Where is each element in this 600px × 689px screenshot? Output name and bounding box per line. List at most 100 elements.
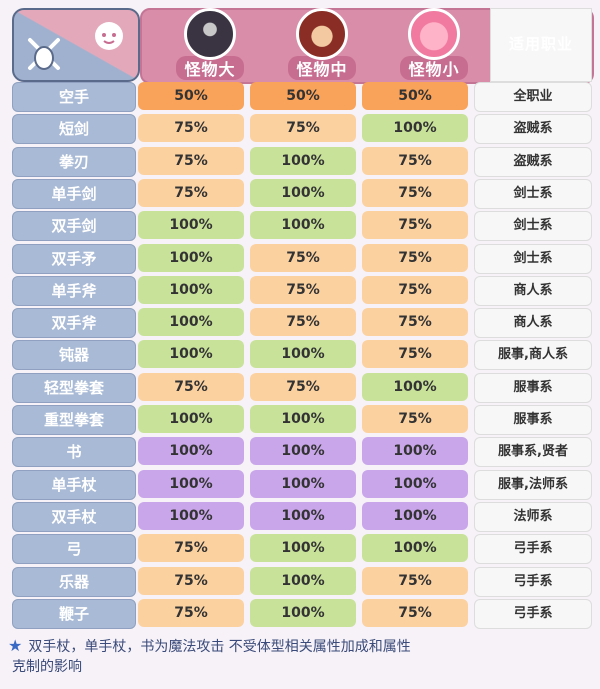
damage-cell: 75%	[362, 340, 468, 369]
weapon-name: 单手杖	[12, 469, 136, 500]
star-icon: ★	[8, 636, 23, 655]
header-label-mid: 怪物中	[288, 56, 356, 80]
footnote-line2: 克制的影响	[12, 659, 82, 675]
header-corner	[12, 8, 140, 82]
job-cell: 盗贼系	[474, 146, 592, 177]
weapon-name: 轻型拳套	[12, 372, 136, 403]
table-row: 双手杖 100% 100% 100% 法师系	[10, 501, 592, 532]
damage-cell: 75%	[138, 178, 244, 207]
damage-cell: 100%	[138, 437, 244, 466]
damage-cell: 75%	[250, 372, 356, 401]
table-row: 单手剑 75% 100% 75% 剑士系	[10, 178, 592, 209]
damage-cell: 75%	[362, 308, 468, 337]
damage-cell: 100%	[362, 372, 468, 401]
footnote-line1: 双手杖，单手杖，书为魔法攻击 不受体型相关属性加成和属性	[28, 639, 411, 655]
damage-cell: 50%	[138, 82, 244, 110]
weapon-name: 重型拳套	[12, 405, 136, 435]
weapon-name: 短剑	[12, 114, 136, 145]
table-row: 鞭子 75% 100% 75% 弓手系	[10, 598, 592, 629]
weapon-name: 乐器	[12, 566, 136, 597]
damage-cell: 100%	[138, 243, 244, 272]
damage-cell: 100%	[362, 534, 468, 563]
job-cell: 全职业	[474, 82, 592, 112]
header-mid: 怪物中	[270, 8, 374, 84]
damage-cell: 100%	[138, 469, 244, 498]
job-cell: 剑士系	[474, 178, 592, 209]
job-cell: 服事,法师系	[474, 469, 592, 500]
table-row: 拳刃 75% 100% 75% 盗贼系	[10, 146, 592, 177]
damage-cell: 100%	[362, 437, 468, 466]
weapon-name: 书	[12, 437, 136, 468]
damage-cell: 75%	[362, 598, 468, 627]
table-row: 轻型拳套 75% 75% 100% 服事系	[10, 372, 592, 403]
table-row: 双手矛 100% 75% 75% 剑士系	[10, 243, 592, 274]
damage-cell: 100%	[362, 501, 468, 530]
table-row: 书 100% 100% 100% 服事系,贤者	[10, 437, 592, 468]
damage-cell: 50%	[362, 82, 468, 110]
job-cell: 弓手系	[474, 534, 592, 565]
job-cell: 弓手系	[474, 566, 592, 597]
table-row: 短剑 75% 75% 100% 盗贼系	[10, 114, 592, 145]
damage-cell: 100%	[138, 308, 244, 337]
table-row: 钝器 100% 100% 75% 服事,商人系	[10, 340, 592, 371]
damage-cell: 100%	[362, 114, 468, 143]
damage-cell: 75%	[138, 566, 244, 595]
job-cell: 服事系	[474, 405, 592, 435]
table-row: 弓 75% 100% 100% 弓手系	[10, 534, 592, 565]
damage-cell: 75%	[138, 372, 244, 401]
weapon-name: 双手剑	[12, 211, 136, 242]
damage-cell: 100%	[250, 211, 356, 240]
damage-cell: 75%	[362, 211, 468, 240]
table-header: 怪物大 怪物中 怪物小 适用职业	[8, 8, 594, 84]
damage-cell: 100%	[250, 178, 356, 207]
damage-cell: 100%	[250, 469, 356, 498]
damage-cell: 75%	[362, 146, 468, 175]
table-row: 单手杖 100% 100% 100% 服事,法师系	[10, 469, 592, 500]
damage-cell: 100%	[250, 598, 356, 627]
footnote: ★ 双手杖，单手杖，书为魔法攻击 不受体型相关属性加成和属性 克制的影响	[8, 636, 592, 677]
job-cell: 剑士系	[474, 243, 592, 274]
damage-cell: 100%	[250, 501, 356, 530]
header-job: 适用职业	[490, 8, 592, 82]
job-cell: 弓手系	[474, 598, 592, 629]
weapon-name: 双手斧	[12, 308, 136, 339]
header-big: 怪物大	[158, 8, 262, 84]
damage-cell: 100%	[138, 211, 244, 240]
monster-small-avatar	[408, 8, 460, 60]
damage-cell: 100%	[138, 501, 244, 530]
job-cell: 剑士系	[474, 211, 592, 242]
damage-cell: 100%	[250, 340, 356, 369]
smile-face-icon	[95, 22, 123, 50]
weapon-name: 钝器	[12, 340, 136, 371]
damage-cell: 75%	[138, 534, 244, 563]
damage-cell: 75%	[362, 275, 468, 304]
sword-shield-icon	[28, 38, 60, 70]
damage-cell: 100%	[138, 405, 244, 433]
table-row: 乐器 75% 100% 75% 弓手系	[10, 566, 592, 597]
monster-mid-avatar	[296, 8, 348, 60]
weapon-name: 双手杖	[12, 501, 136, 532]
table-row: 重型拳套 100% 100% 75% 服事系	[10, 405, 592, 435]
table-row: 空手 50% 50% 50% 全职业	[10, 82, 592, 112]
table-row: 单手斧 100% 75% 75% 商人系	[10, 275, 592, 306]
damage-cell: 75%	[250, 243, 356, 272]
damage-cell: 75%	[250, 275, 356, 304]
job-cell: 法师系	[474, 501, 592, 532]
damage-cell: 75%	[362, 178, 468, 207]
header-label-small: 怪物小	[400, 56, 468, 80]
damage-cell: 75%	[362, 243, 468, 272]
job-cell: 商人系	[474, 308, 592, 339]
job-cell: 商人系	[474, 275, 592, 306]
damage-cell: 100%	[250, 534, 356, 563]
header-small: 怪物小	[382, 8, 486, 84]
damage-cell: 100%	[138, 340, 244, 369]
job-cell: 盗贼系	[474, 114, 592, 145]
weapon-name: 鞭子	[12, 598, 136, 629]
damage-cell: 100%	[362, 469, 468, 498]
damage-cell: 75%	[362, 566, 468, 595]
job-cell: 服事系	[474, 372, 592, 403]
damage-cell: 75%	[250, 114, 356, 143]
monster-big-avatar	[184, 8, 236, 60]
weapon-name: 单手斧	[12, 275, 136, 306]
